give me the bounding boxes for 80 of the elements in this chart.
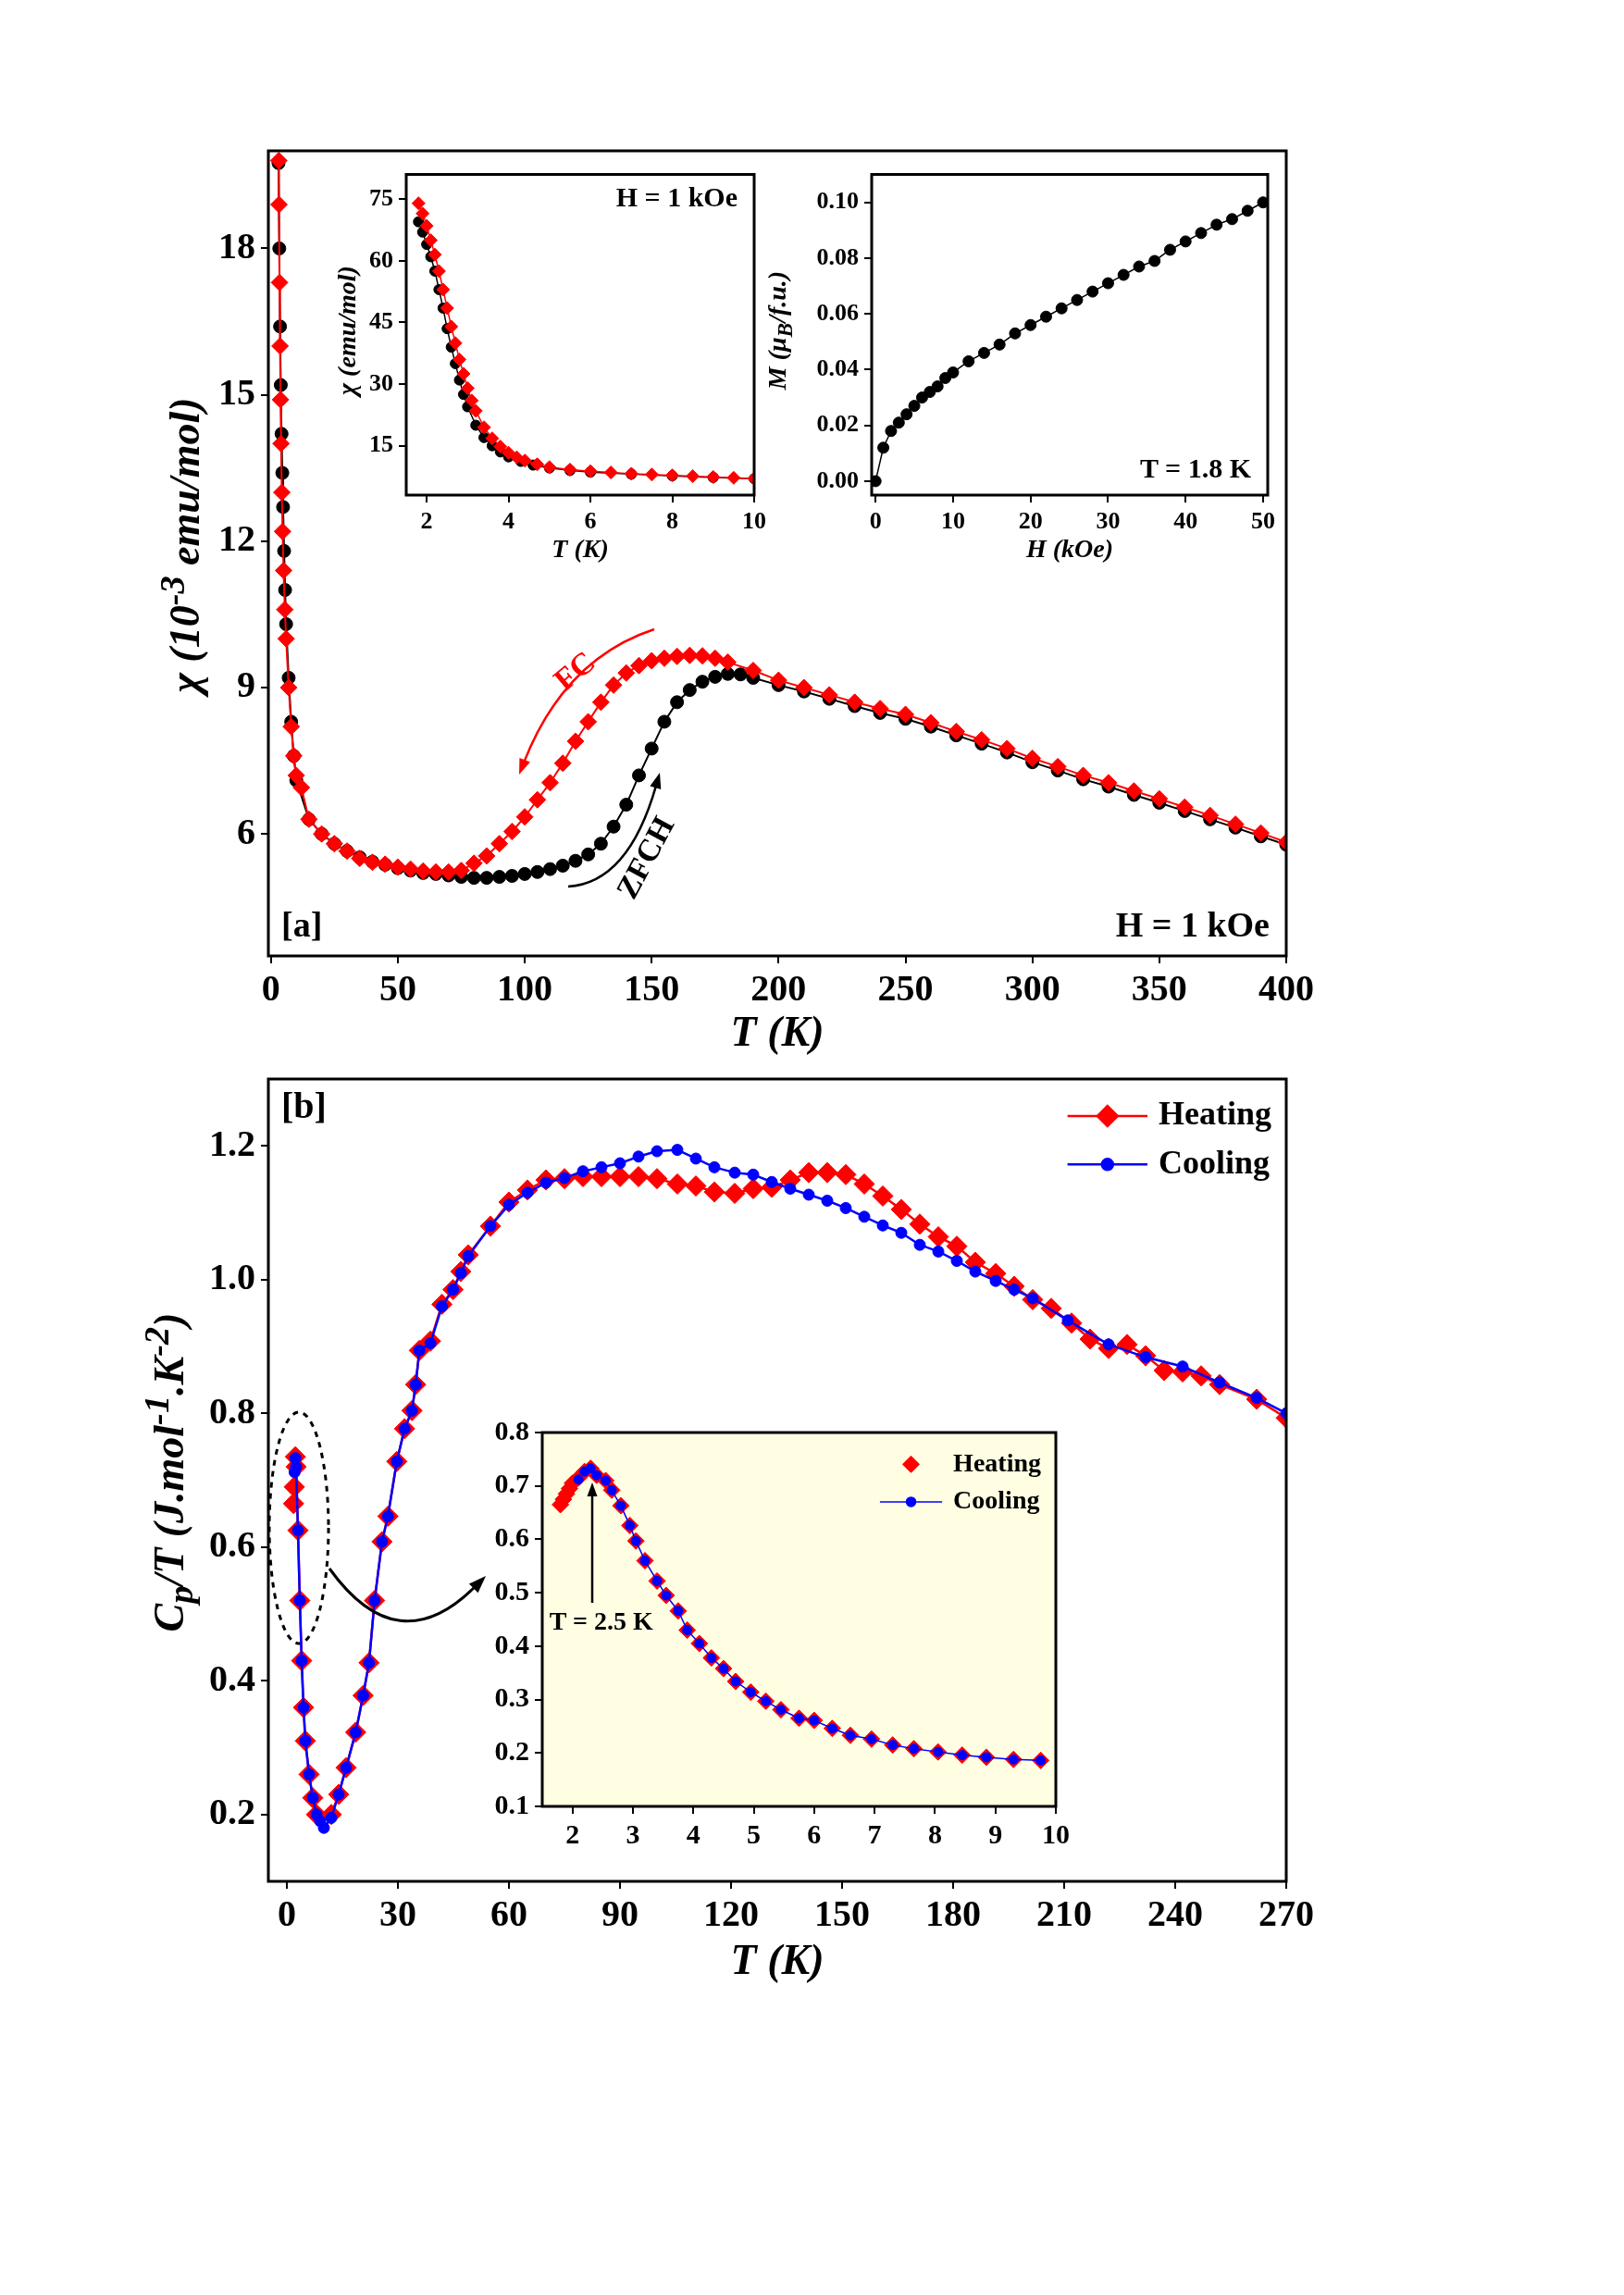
annotation: H = 1 kOe <box>1115 904 1270 944</box>
annotation: T = 2.5 K <box>549 1606 653 1636</box>
y-tick-label: 0.02 <box>816 410 859 438</box>
x-tick-label: 0 <box>261 967 280 1010</box>
y-tick-label: 0.08 <box>816 242 859 270</box>
annotation: [a] <box>281 904 323 944</box>
x-tick-label: 4 <box>502 507 515 535</box>
y-tick-label: 0.10 <box>816 187 859 215</box>
x-tick-label: 150 <box>624 967 680 1010</box>
y-tick-label: 0.4 <box>494 1628 529 1659</box>
x-tick-label: 50 <box>378 967 416 1010</box>
x-tick-label: 50 <box>1250 507 1275 535</box>
y-tick-label: 12 <box>218 517 255 560</box>
y-tick-label: 60 <box>369 245 393 273</box>
x-tick-label: 90 <box>601 1892 638 1935</box>
x-tick-label: 2 <box>565 1817 580 1849</box>
legend-label: Cooling <box>953 1485 1040 1515</box>
x-tick-label: 120 <box>703 1892 759 1935</box>
annotation: H = 1 kOe <box>615 181 738 213</box>
x-tick-label: 150 <box>814 1892 870 1935</box>
x-tick-label: 350 <box>1131 967 1187 1010</box>
x-tick-label: 270 <box>1258 1892 1314 1935</box>
x-tick-label: 240 <box>1147 1892 1203 1935</box>
annotation: [b] <box>281 1085 327 1127</box>
y-tick-label: 30 <box>369 368 393 396</box>
x-tick-label: 30 <box>1096 507 1121 535</box>
x-axis-title: T (K) <box>730 1936 824 1983</box>
x-tick-label: 10 <box>742 507 766 535</box>
x-tick-label: 5 <box>747 1817 762 1849</box>
y-tick-label: 0.1 <box>494 1788 529 1819</box>
x-tick-label: 0 <box>278 1892 296 1935</box>
y-tick-label: 1.2 <box>209 1122 255 1164</box>
y-tick-label: 75 <box>369 183 393 211</box>
y-tick-label: 9 <box>237 664 255 706</box>
x-tick-label: 300 <box>1004 967 1060 1010</box>
x-tick-label: 100 <box>497 967 553 1010</box>
x-tick-label: 200 <box>750 967 807 1010</box>
x-tick-label: 400 <box>1258 967 1314 1010</box>
x-tick-label: 3 <box>626 1817 640 1849</box>
y-tick-label: 45 <box>369 307 393 335</box>
y-tick-label: 0.5 <box>494 1574 529 1606</box>
y-tick-label: 6 <box>237 810 255 852</box>
y-tick-label: 0.04 <box>816 354 859 382</box>
x-tick-label: 10 <box>1042 1817 1070 1849</box>
annotation: T = 1.8 K <box>1140 452 1252 483</box>
x-tick-label: 6 <box>584 507 597 535</box>
x-tick-label: 210 <box>1036 1892 1092 1935</box>
legend-label: Heating <box>953 1447 1042 1477</box>
y-tick-label: 0.2 <box>209 1791 255 1833</box>
y-tick-label: 0.6 <box>209 1523 255 1566</box>
x-axis-title: T (K) <box>552 534 609 563</box>
x-tick-label: 250 <box>877 967 934 1010</box>
x-tick-label: 180 <box>925 1892 981 1935</box>
x-tick-label: 40 <box>1173 507 1198 535</box>
x-tick-label: 2 <box>420 507 433 535</box>
y-tick-label: 15 <box>218 370 255 413</box>
y-tick-label: 0.8 <box>494 1414 529 1445</box>
x-tick-label: 0 <box>869 507 882 535</box>
x-axis-title: H (kOe) <box>1025 534 1114 563</box>
legend-label: Cooling <box>1159 1143 1271 1181</box>
x-tick-label: 8 <box>666 507 679 535</box>
y-tick-label: 0.8 <box>209 1389 255 1432</box>
y-tick-label: 0.00 <box>816 465 859 493</box>
y-tick-label: 0.06 <box>816 298 859 326</box>
x-axis-title: T (K) <box>730 1008 824 1055</box>
y-tick-label: 18 <box>218 224 255 267</box>
y-tick-label: 0.7 <box>494 1468 529 1499</box>
x-tick-label: 20 <box>1018 507 1043 535</box>
y-tick-label: 0.2 <box>494 1735 529 1767</box>
legend-label: Heating <box>1159 1095 1272 1133</box>
x-tick-label: 4 <box>686 1817 700 1849</box>
y-tick-label: 0.4 <box>209 1656 255 1699</box>
x-tick-label: 10 <box>940 507 965 535</box>
y-tick-label: 15 <box>369 430 393 458</box>
y-tick-label: 1.0 <box>209 1256 255 1298</box>
x-tick-label: 9 <box>988 1817 1003 1849</box>
y-tick-label: 0.6 <box>494 1521 529 1553</box>
y-tick-label: 0.3 <box>494 1681 529 1713</box>
x-tick-label: 8 <box>927 1817 942 1849</box>
x-tick-label: 7 <box>867 1817 882 1849</box>
